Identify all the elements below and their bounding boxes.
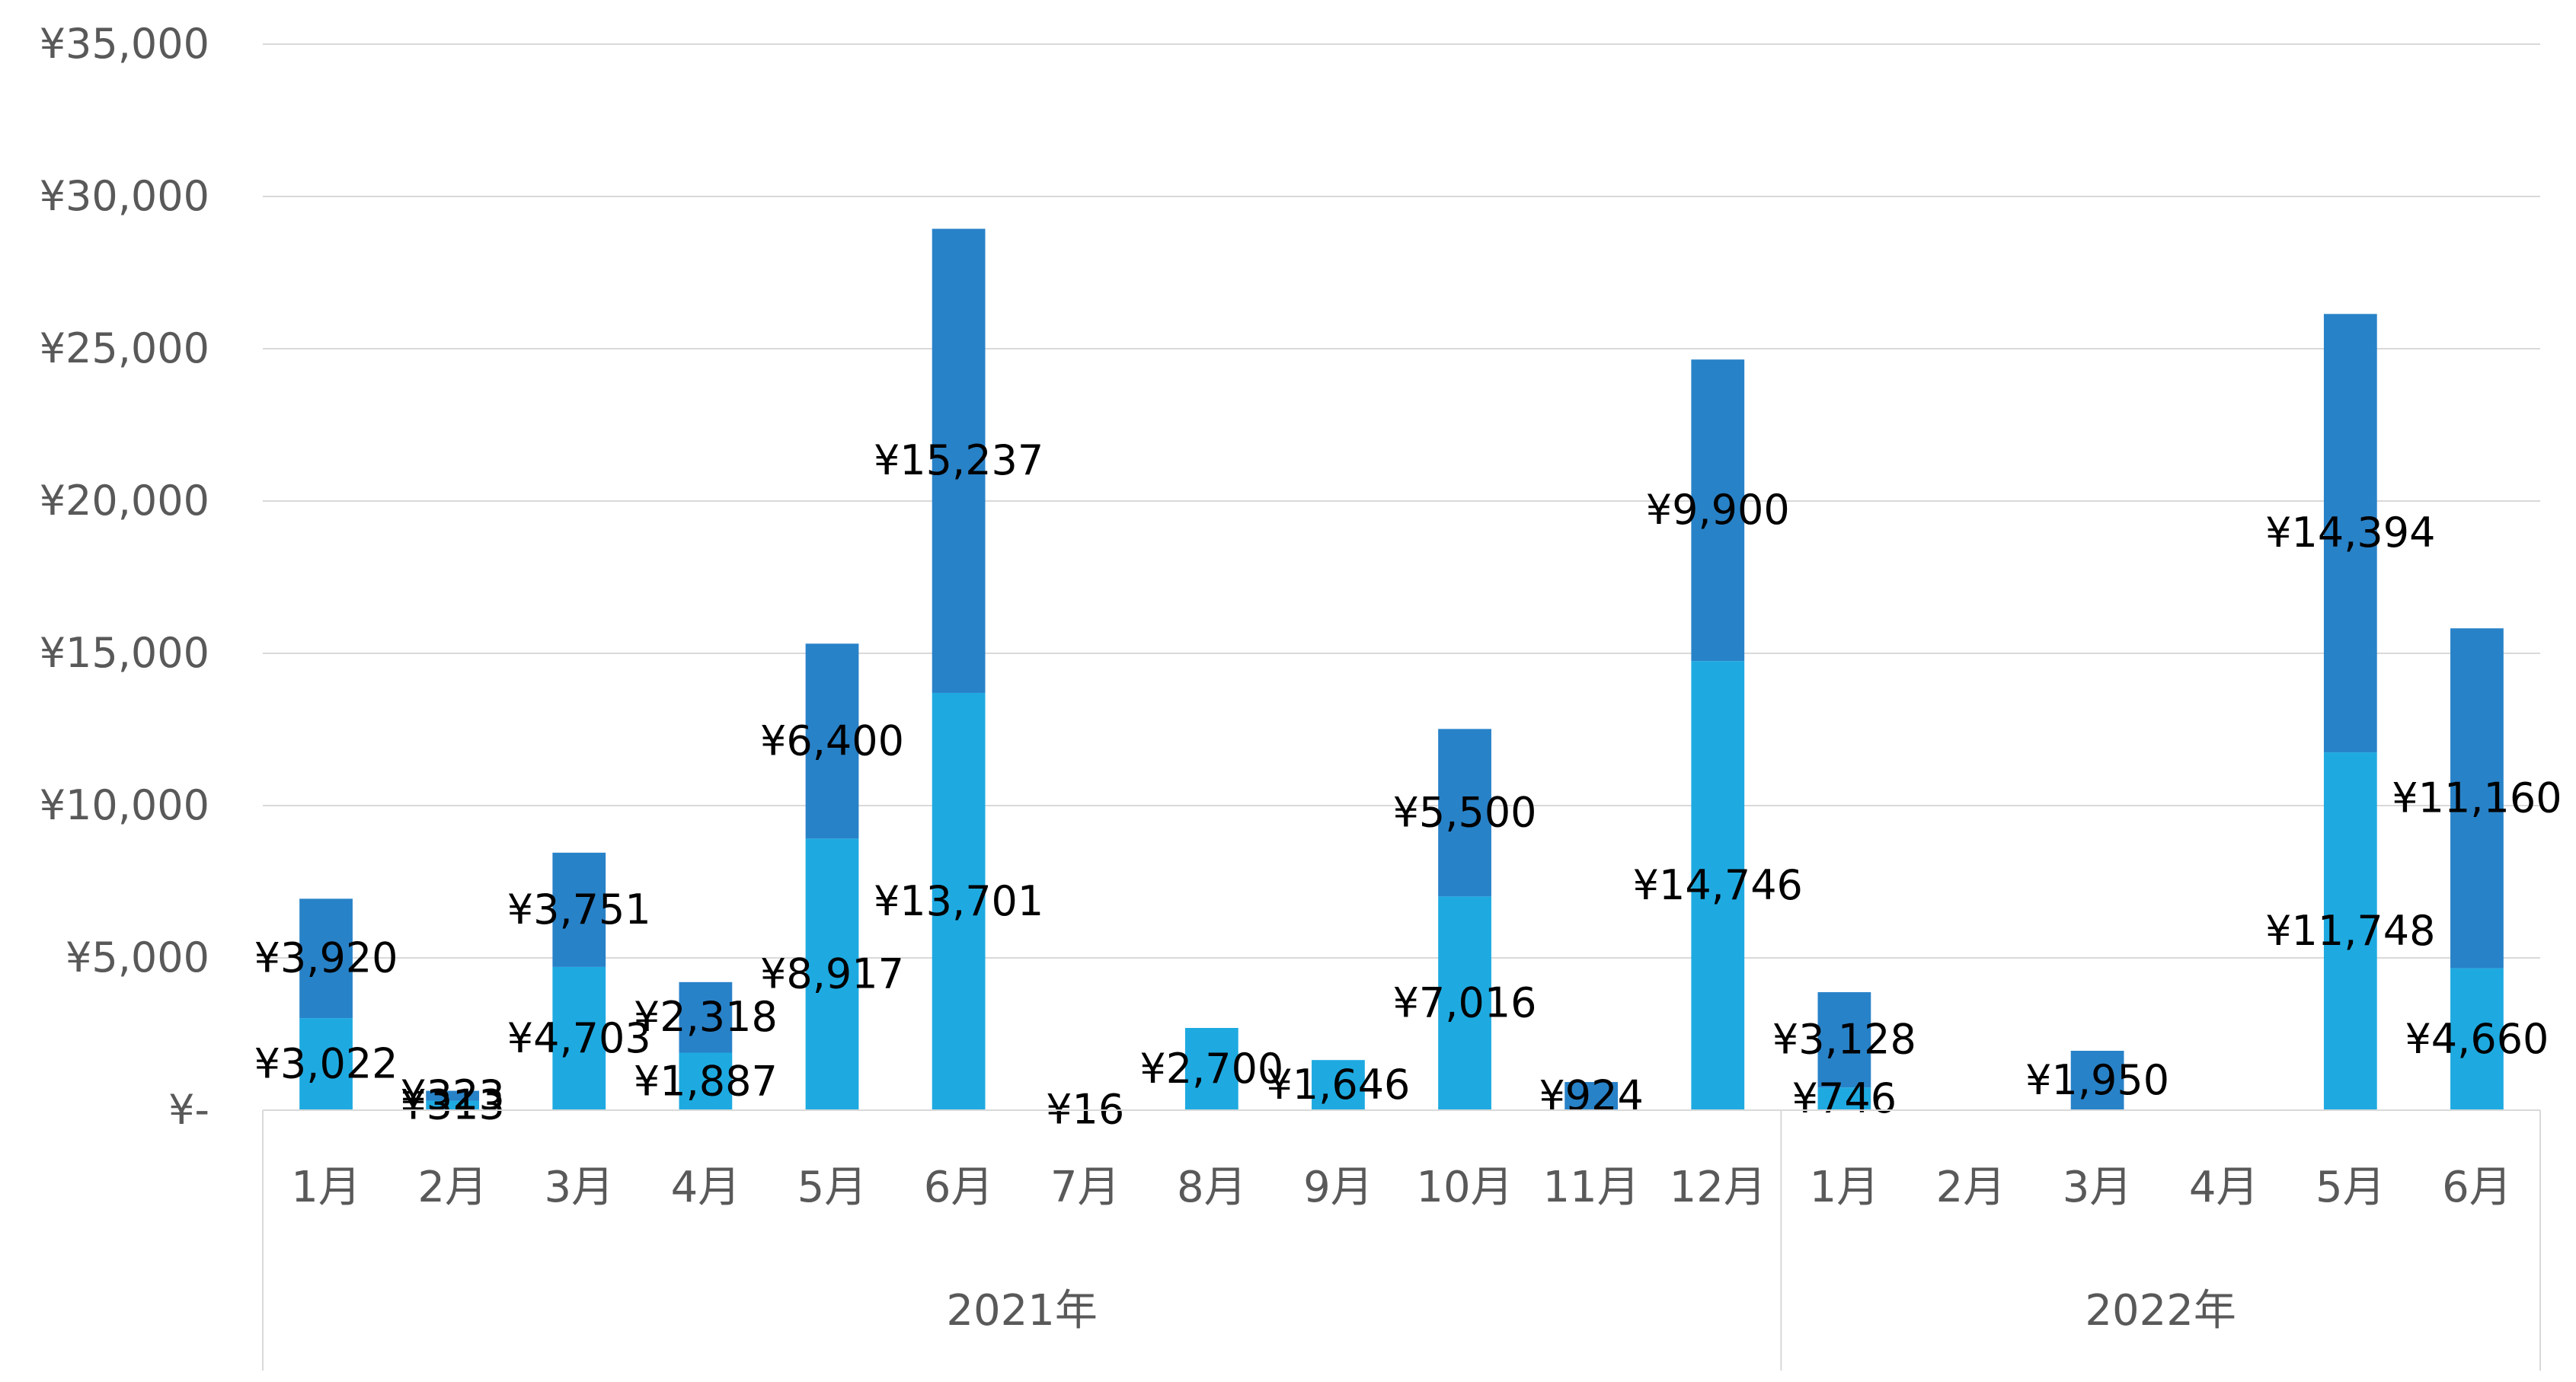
data-label: ¥15,237 — [874, 436, 1044, 484]
bar-segment-series-1 — [1312, 1060, 1365, 1110]
x-category-label: 7月 — [1050, 1163, 1120, 1212]
bar-segment-series-1 — [1438, 896, 1491, 1110]
bar-segment-series-2 — [1564, 1082, 1619, 1110]
data-label: ¥1,950 — [2025, 1056, 2169, 1104]
bar-segment-series-2 — [552, 852, 606, 967]
data-label: ¥9,900 — [1646, 486, 1790, 534]
data-label: ¥5,500 — [1393, 788, 1537, 836]
bar-segment-series-1 — [299, 1018, 353, 1110]
bar-segment-series-2 — [2450, 628, 2504, 969]
data-label: ¥14,746 — [1633, 861, 1803, 909]
bar-segment-series-2 — [932, 228, 986, 693]
data-label: ¥4,660 — [2405, 1015, 2549, 1063]
y-tick-label: ¥- — [168, 1086, 209, 1134]
x-category-label: 8月 — [1177, 1163, 1247, 1212]
data-label: ¥8,917 — [760, 950, 904, 998]
bar-segment-series-2 — [426, 1090, 480, 1101]
y-tick-label: ¥15,000 — [40, 629, 209, 677]
data-label: ¥323 — [400, 1071, 504, 1119]
bar-segment-series-1 — [805, 838, 859, 1110]
bar-segment-series-2 — [1438, 729, 1491, 897]
x-axis: 1月 2月 3月 4月 5月 6月 7月 8月 9月 10月 11月 12月 1月 2月 3月 4月 5月 6月 2… — [262, 1109, 2541, 1371]
bar-segment-series-2 — [2323, 314, 2377, 753]
x-category-label: 5月 — [797, 1163, 868, 1212]
bars — [299, 228, 2504, 1110]
bar-segment-series-1 — [1184, 1028, 1238, 1110]
data-label: ¥3,128 — [1772, 1016, 1916, 1064]
bar-segment-series-1 — [932, 692, 986, 1110]
bar-segment-series-1 — [679, 1052, 733, 1110]
data-label: ¥1,887 — [634, 1057, 778, 1105]
bar-segment-series-2 — [679, 981, 733, 1053]
data-label: ¥4,703 — [507, 1014, 651, 1062]
y-axis-ticks: ¥- ¥5,000 ¥10,000 ¥15,000 ¥20,000 ¥25,000 ¥30,… — [40, 20, 209, 1134]
x-category-label: 4月 — [2189, 1163, 2259, 1212]
y-tick-label: ¥10,000 — [40, 781, 209, 829]
y-tick-label: ¥35,000 — [40, 20, 209, 68]
data-label: ¥6,400 — [760, 717, 904, 764]
data-label: ¥3,022 — [254, 1040, 398, 1088]
x-category-label: 6月 — [924, 1163, 994, 1212]
y-tick-label: ¥25,000 — [40, 324, 209, 372]
data-label: ¥13,701 — [874, 877, 1044, 925]
x-category-label: 3月 — [2063, 1163, 2133, 1212]
y-tick-label: ¥5,000 — [66, 934, 209, 981]
x-category-label: 12月 — [1670, 1163, 1766, 1212]
x-category-label: 10月 — [1416, 1163, 1513, 1212]
bar-segment-series-1 — [552, 966, 606, 1110]
data-label: ¥7,016 — [1393, 979, 1537, 1027]
x-group-label: 2021年 — [946, 1286, 1098, 1336]
data-label: ¥2,700 — [1139, 1045, 1283, 1093]
data-label: ¥11,160 — [2392, 774, 2562, 822]
x-category-label: 11月 — [1543, 1163, 1640, 1212]
x-category-label: 6月 — [2442, 1163, 2512, 1212]
data-label: ¥3,920 — [254, 934, 398, 982]
x-category-label: 1月 — [291, 1163, 361, 1212]
gridlines — [263, 43, 2540, 959]
data-label: ¥746 — [1792, 1074, 1897, 1122]
x-category-label: 2月 — [1936, 1163, 2006, 1212]
bar-segment-series-1 — [1691, 661, 1745, 1110]
x-category-label: 5月 — [2316, 1163, 2386, 1212]
bar-segment-series-1 — [426, 1100, 480, 1110]
bar-segment-series-1 — [2450, 968, 2504, 1110]
data-label: ¥2,318 — [634, 993, 778, 1041]
y-tick-label: ¥20,000 — [40, 477, 209, 525]
x-category-label: 3月 — [544, 1163, 614, 1212]
data-label: ¥14,394 — [2265, 509, 2435, 557]
data-label: ¥3,751 — [507, 886, 651, 934]
data-label: ¥1,646 — [1266, 1061, 1410, 1109]
bar-segment-series-1 — [1817, 1087, 1871, 1110]
data-label: ¥313 — [400, 1081, 504, 1129]
bar-segment-series-2 — [1691, 359, 1745, 662]
bar-segment-series-2 — [299, 898, 353, 1019]
x-category-label: 4月 — [671, 1163, 741, 1212]
bar-segment-series-2 — [2070, 1051, 2124, 1110]
data-label: ¥924 — [1539, 1072, 1643, 1120]
bar-segment-series-1 — [2323, 752, 2377, 1110]
x-category-label: 2月 — [417, 1163, 487, 1212]
bar-segment-series-2 — [1817, 992, 1871, 1088]
data-label: ¥11,748 — [2265, 907, 2435, 955]
x-category-label: 1月 — [1810, 1163, 1880, 1212]
x-group-label: 2022年 — [2085, 1286, 2236, 1336]
data-labels: ¥3,022 ¥3,920 ¥313¥323¥4,703 ¥3,751 ¥1,887 ¥2… — [254, 436, 2562, 1133]
y-tick-label: ¥30,000 — [40, 172, 209, 220]
x-category-label: 9月 — [1303, 1163, 1373, 1212]
bar-segment-series-2 — [805, 643, 859, 839]
